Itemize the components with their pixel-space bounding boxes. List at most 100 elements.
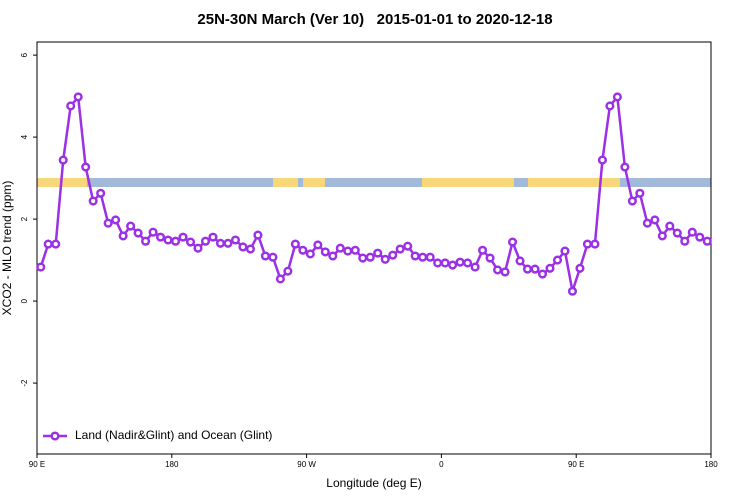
data-point xyxy=(36,262,46,272)
data-point xyxy=(507,237,518,247)
data-point xyxy=(313,240,323,250)
data-point xyxy=(328,251,338,261)
data-point xyxy=(148,227,158,237)
data-point xyxy=(51,239,61,249)
data-point xyxy=(485,253,495,263)
data-point xyxy=(680,236,690,246)
series-line xyxy=(39,93,708,292)
data-point xyxy=(650,215,660,225)
data-point xyxy=(290,239,300,249)
data-point xyxy=(268,252,278,262)
data-point xyxy=(58,155,68,165)
data-point xyxy=(373,248,383,258)
y-tick-label: 2 xyxy=(20,216,29,221)
x-tick-label: 90 E xyxy=(29,460,45,469)
chart-title: 25N-30N March (Ver 10) 2015-01-01 to 202… xyxy=(197,11,552,28)
y-tick-label: 4 xyxy=(20,134,29,139)
data-point xyxy=(597,155,607,165)
land-band xyxy=(528,178,620,187)
data-point xyxy=(185,237,196,247)
data-point xyxy=(493,265,503,275)
y-tick-label: 0 xyxy=(20,298,29,303)
data-point xyxy=(642,218,652,228)
surface-band xyxy=(37,178,711,187)
x-tick-label: 0 xyxy=(439,460,444,469)
data-point xyxy=(43,239,53,249)
land-band xyxy=(422,178,514,187)
data-point xyxy=(567,286,578,296)
data-point xyxy=(275,274,285,284)
data-point xyxy=(223,238,233,248)
data-point xyxy=(403,241,413,251)
data-point xyxy=(500,267,510,277)
data-point xyxy=(178,232,188,242)
data-point xyxy=(582,239,592,249)
data-point xyxy=(133,228,143,238)
data-point xyxy=(283,266,293,276)
legend-label: Land (Nadir&Glint) and Ocean (Glint) xyxy=(75,428,272,442)
x-tick-label: 90 W xyxy=(297,460,316,469)
data-point xyxy=(358,253,368,263)
x-tick-label: 90 E xyxy=(568,460,584,469)
data-point xyxy=(530,264,540,274)
data-point xyxy=(560,246,570,256)
data-point xyxy=(635,188,645,198)
data-point xyxy=(410,251,420,261)
data-point xyxy=(238,242,248,252)
data-point xyxy=(695,232,705,242)
data-point xyxy=(245,244,255,254)
data-point xyxy=(448,260,458,270)
data-point xyxy=(605,101,615,111)
data-point xyxy=(350,245,360,255)
data-point xyxy=(470,262,480,272)
data-point xyxy=(612,92,622,102)
data-point xyxy=(620,162,630,172)
data-point xyxy=(208,232,218,242)
data-point xyxy=(305,249,315,259)
data-point xyxy=(66,101,76,111)
data-point xyxy=(478,245,488,255)
data-point xyxy=(463,258,473,268)
data-point xyxy=(156,232,166,242)
data-point xyxy=(433,258,443,268)
data-point xyxy=(320,247,330,257)
data-point xyxy=(96,188,106,198)
data-point xyxy=(81,162,91,172)
y-tick-label: 6 xyxy=(20,52,29,57)
data-point xyxy=(425,252,435,262)
data-point xyxy=(665,221,675,231)
data-point xyxy=(672,228,682,238)
data-point xyxy=(141,236,151,246)
data-point xyxy=(575,263,585,273)
legend-marker xyxy=(50,431,60,441)
data-point xyxy=(590,239,600,249)
data-point xyxy=(103,218,113,228)
data-point xyxy=(545,263,555,273)
y-axis-label: XCO2 - MLO trend (ppm) xyxy=(0,181,14,316)
data-point xyxy=(215,238,226,248)
data-point xyxy=(200,236,211,246)
data-point xyxy=(73,92,83,102)
data-point xyxy=(118,231,128,241)
land-band xyxy=(303,178,325,187)
data-point xyxy=(126,221,136,231)
data-point xyxy=(702,236,712,246)
plot-frame xyxy=(36,41,712,455)
data-point xyxy=(395,244,405,254)
data-point xyxy=(111,215,121,225)
data-point xyxy=(627,196,637,206)
data-point xyxy=(537,269,548,279)
ocean-band xyxy=(37,178,711,187)
data-point xyxy=(388,250,398,260)
data-point xyxy=(260,251,270,261)
data-point xyxy=(522,264,533,274)
x-axis-label: Longitude (deg E) xyxy=(326,476,421,490)
x-tick-label: 180 xyxy=(704,460,718,469)
land-band xyxy=(273,178,298,187)
x-tick-label: 180 xyxy=(165,460,179,469)
data-point xyxy=(170,236,181,246)
data-point xyxy=(88,196,98,206)
data-point xyxy=(335,243,345,253)
data-point xyxy=(418,252,428,262)
data-point xyxy=(552,255,563,265)
